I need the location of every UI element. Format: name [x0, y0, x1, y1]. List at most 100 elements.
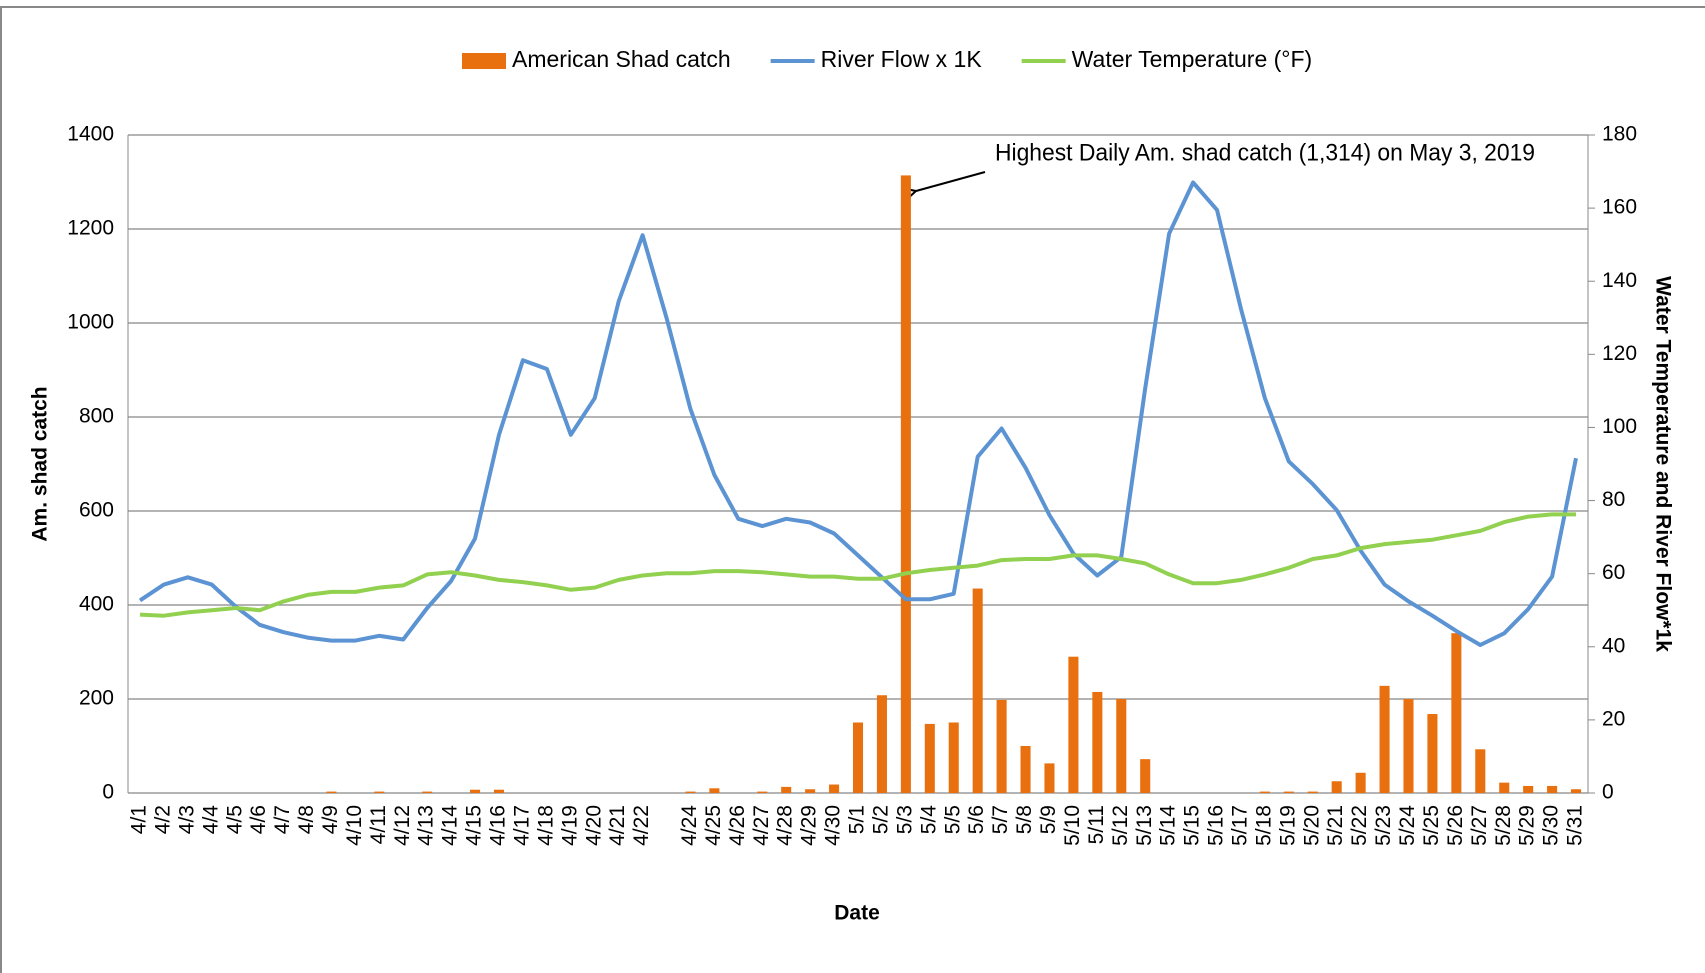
bar	[1259, 791, 1270, 793]
x-tick-label: 4/1	[128, 805, 151, 834]
x-tick-label: 4/15	[463, 805, 486, 846]
bar	[1451, 633, 1462, 793]
x-tick-label: 5/12	[1109, 805, 1132, 846]
bar	[948, 722, 959, 793]
x-tick-label: 4/26	[726, 805, 749, 846]
y-tick-label: 0	[102, 781, 114, 804]
bar	[1379, 685, 1390, 793]
x-tick-label: 5/17	[1228, 805, 1251, 846]
x-tick-label: 5/19	[1276, 805, 1299, 846]
x-tick-label: 5/5	[941, 805, 964, 834]
x-tick-label: 4/25	[702, 805, 725, 846]
bar	[422, 791, 433, 793]
x-tick-label: 5/15	[1181, 805, 1204, 846]
x-tick-label: 5/18	[1252, 805, 1275, 846]
x-tick-label: 5/23	[1372, 805, 1395, 846]
bar	[326, 791, 337, 793]
x-tick-label: 5/16	[1205, 805, 1228, 846]
x-tick-label: 4/5	[223, 805, 246, 834]
x-tick-label: 4/28	[774, 805, 797, 846]
bar	[876, 695, 887, 793]
annotation: Highest Daily Am. shad catch (1,314) on …	[995, 139, 1535, 166]
x-tick-label: 5/27	[1468, 805, 1491, 846]
bar	[1283, 791, 1294, 793]
bar	[1092, 691, 1103, 793]
x-tick-label: 4/2	[151, 805, 174, 834]
x-tick-label: 4/22	[630, 805, 653, 846]
y2-tick-label: 20	[1602, 707, 1625, 730]
bar	[829, 784, 840, 793]
bar	[1499, 782, 1510, 793]
x-tick-label: 5/7	[989, 805, 1012, 834]
x-tick-label: 5/9	[1037, 805, 1060, 834]
x-tick-label: 5/26	[1444, 805, 1467, 846]
bar	[757, 791, 768, 793]
x-tick-label: 5/2	[869, 805, 892, 834]
x-tick-label: 5/1	[846, 805, 869, 834]
bar	[852, 722, 864, 793]
bar	[1547, 785, 1558, 793]
y2-tick-label: 180	[1602, 123, 1637, 146]
x-tick-label: 4/18	[534, 805, 557, 846]
x-tick-label: 5/8	[1013, 805, 1036, 834]
bar	[1475, 749, 1486, 793]
bar	[972, 588, 983, 793]
bar	[1140, 759, 1151, 793]
x-tick-label: 4/12	[391, 805, 414, 846]
bar	[1068, 656, 1079, 793]
x-tick-label: 4/16	[487, 805, 510, 846]
y2-tick-label: 40	[1602, 634, 1625, 657]
y2-tick-label: 0	[1602, 781, 1614, 804]
bar	[1044, 763, 1055, 793]
bar	[1116, 699, 1127, 793]
x-tick-label: 4/7	[271, 805, 294, 834]
bar	[781, 786, 792, 793]
x-tick-label: 5/28	[1492, 805, 1515, 846]
bar	[996, 699, 1007, 793]
y-axis-title: Am. shad catch	[29, 386, 52, 541]
line	[138, 180, 1578, 647]
x-tick-label: 4/19	[558, 805, 581, 846]
y2-tick-label: 100	[1602, 415, 1637, 438]
x-tick-label: 5/14	[1157, 805, 1180, 846]
legend-label: American Shad catch	[512, 46, 731, 72]
y-tick-label: 400	[79, 593, 114, 616]
bar	[924, 723, 935, 793]
y2-axis-title: Water Temperature and River Flow*1k	[1651, 276, 1674, 652]
bar	[374, 791, 385, 793]
x-tick-label: 5/31	[1564, 805, 1587, 846]
bar	[1307, 791, 1318, 793]
x-tick-label: 5/13	[1133, 805, 1156, 846]
bar	[493, 789, 505, 793]
x-tick-label: 5/20	[1300, 805, 1323, 846]
bar	[1403, 699, 1414, 793]
annotation-arrow	[916, 171, 986, 191]
y2-tick-label: 140	[1602, 269, 1637, 292]
x-tick-label: 5/4	[917, 805, 940, 835]
x-tick-label: 4/20	[582, 805, 605, 846]
x-tick-label: 4/6	[247, 805, 270, 834]
y-tick-label: 1400	[67, 123, 114, 146]
legend-label: Water Temperature (°F)	[1072, 46, 1313, 72]
x-tick-label: 5/22	[1348, 805, 1371, 846]
y2-tick-label: 120	[1602, 342, 1637, 365]
y2-tick-label: 160	[1602, 196, 1637, 219]
x-tick-label: 4/9	[319, 805, 342, 834]
legend-swatch	[462, 53, 506, 69]
y-tick-label: 200	[79, 687, 114, 710]
bar	[805, 789, 816, 793]
bar	[709, 788, 720, 793]
legend-label: River Flow x 1K	[821, 46, 983, 72]
x-tick-label: 4/14	[439, 805, 462, 846]
x-axis-title: Date	[834, 902, 880, 925]
bar	[1571, 789, 1582, 793]
x-tick-label: 5/21	[1324, 805, 1347, 846]
x-tick-label: 5/11	[1085, 805, 1108, 844]
x-tick-label: 4/27	[750, 805, 773, 846]
x-tick-label: 5/3	[893, 805, 916, 834]
y2-tick-label: 80	[1602, 488, 1625, 511]
line	[139, 512, 1576, 618]
x-tick-label: 4/17	[510, 805, 533, 846]
